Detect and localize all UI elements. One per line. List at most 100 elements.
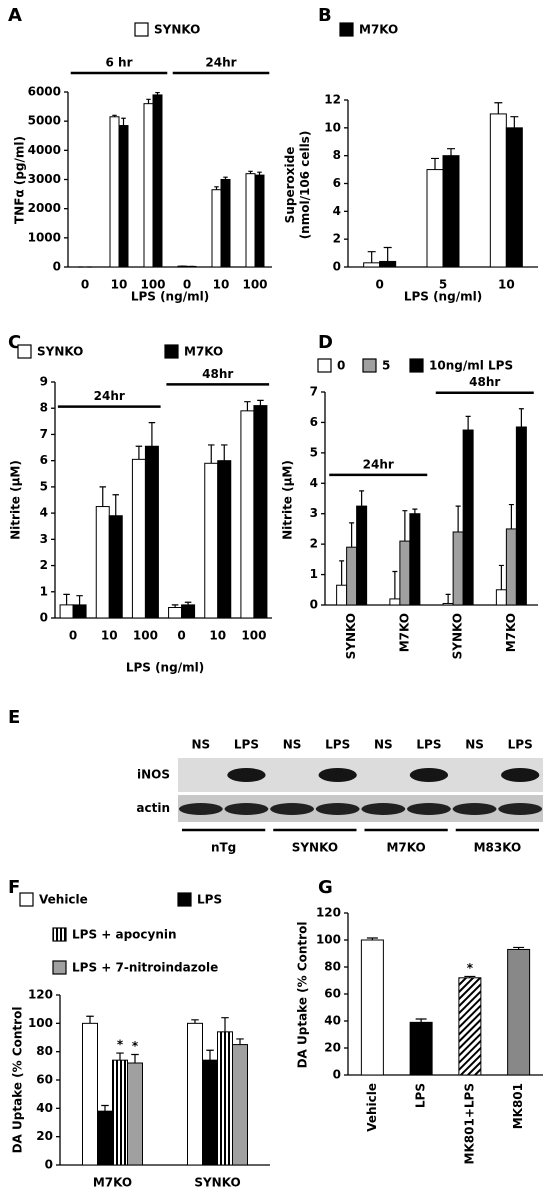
error-bar <box>244 401 251 411</box>
panel-label: G <box>318 877 333 898</box>
error-bar <box>465 415 471 431</box>
error-bar <box>464 975 476 978</box>
y-tick-label: 6 <box>333 176 341 190</box>
legend-label: 5 <box>382 359 390 373</box>
group-label: nTg <box>211 841 236 855</box>
blot-band <box>452 803 497 815</box>
bar <box>131 458 146 619</box>
significance-mark: * <box>117 1038 124 1052</box>
x-tick-label: 100 <box>133 629 158 643</box>
y-tick-label: 1 <box>310 567 318 581</box>
y-tick-label: 100 <box>316 933 341 947</box>
y-axis-label: DA Uptake (% Control <box>296 922 310 1069</box>
significance-mark: * <box>132 1039 139 1053</box>
y-tick-label: 6 <box>40 453 48 467</box>
legend-swatch <box>52 960 67 975</box>
x-tick-label: 100 <box>140 278 165 292</box>
y-tick-label: 8 <box>333 148 341 162</box>
legend-label: M7KO <box>184 345 223 359</box>
lane-label: NS <box>283 738 302 752</box>
error-bar <box>112 114 117 117</box>
bar <box>356 505 368 606</box>
bar <box>144 445 159 619</box>
bar <box>489 113 507 268</box>
error-bar <box>518 408 524 427</box>
y-tick-label: 120 <box>28 988 53 1002</box>
error-bar <box>366 937 378 940</box>
error-bar <box>155 91 160 95</box>
legend-label: 0 <box>337 359 345 373</box>
blot-band <box>315 803 360 815</box>
bar <box>168 607 183 619</box>
bar <box>95 506 110 619</box>
x-tick-label: 10 <box>101 629 118 643</box>
y-tick-label: 12 <box>324 93 341 107</box>
x-tick-label: 0 <box>183 278 191 292</box>
error-bar <box>221 444 228 461</box>
y-tick-label: 1000 <box>28 230 61 244</box>
group-label: 6 hr <box>106 56 133 70</box>
x-tick-label: 5 <box>439 278 447 292</box>
x-axis-label: LPS (ng/ml) <box>126 661 204 675</box>
y-tick-label: 8 <box>40 401 48 415</box>
error-bar <box>121 117 126 126</box>
error-bar <box>206 1049 214 1061</box>
x-tick-label: Vehicle <box>365 1083 379 1132</box>
lane-label: LPS <box>325 738 350 752</box>
y-tick-label: 6 <box>310 415 318 429</box>
blot-band <box>501 768 540 782</box>
error-bar <box>221 1017 229 1032</box>
x-axis-label: LPS (ng/ml) <box>131 290 209 304</box>
error-bar <box>508 503 514 529</box>
error-bar <box>184 601 192 605</box>
bar <box>507 948 531 1076</box>
bar <box>217 460 232 619</box>
legend-swatch <box>19 892 34 907</box>
y-tick-label: 4 <box>310 476 318 490</box>
legend-label: Vehicle <box>39 893 88 907</box>
error-bar <box>171 604 179 608</box>
x-tick-label: MK801+LPS <box>462 1083 476 1164</box>
blot-row-label: iNOS <box>137 768 170 782</box>
y-tick-label: 3 <box>310 506 318 520</box>
bar <box>59 604 74 619</box>
group-label: M7KO <box>386 841 425 855</box>
y-tick-label: 100 <box>28 1016 53 1030</box>
error-bar <box>412 508 418 514</box>
bar <box>452 531 464 606</box>
bar <box>409 1021 433 1076</box>
lane-label: LPS <box>234 738 259 752</box>
panel-label: F <box>8 877 20 898</box>
y-tick-label: 1 <box>40 584 48 598</box>
x-tick-label: M7KO <box>504 613 518 652</box>
blot-band <box>227 768 266 782</box>
bar <box>143 103 154 268</box>
legend-swatch <box>409 358 424 373</box>
y-tick-label: 4 <box>40 506 48 520</box>
bar <box>253 405 268 619</box>
lane-label: LPS <box>416 738 441 752</box>
bar <box>220 179 231 268</box>
bar <box>72 604 87 619</box>
y-tick-label: 80 <box>324 960 341 974</box>
error-bar <box>339 560 345 586</box>
x-tick-label: SYNKO <box>344 613 358 659</box>
error-bar <box>191 1019 199 1024</box>
error-bar <box>63 593 70 605</box>
x-tick-label: SYNKO <box>451 613 465 659</box>
x-tick-label: M7KO <box>93 1176 132 1190</box>
error-bar <box>392 570 398 599</box>
y-tick-label: 80 <box>36 1044 53 1058</box>
bar <box>462 429 474 606</box>
x-tick-label: 10 <box>213 278 230 292</box>
error-bar <box>101 1104 109 1112</box>
y-tick-label: 3 <box>40 532 48 546</box>
bar <box>254 174 265 268</box>
error-bar <box>86 1015 94 1024</box>
bar <box>187 1022 203 1166</box>
blot-band <box>224 803 269 815</box>
group-label: 24hr <box>94 389 125 403</box>
bar <box>389 598 401 606</box>
bar <box>204 462 219 619</box>
